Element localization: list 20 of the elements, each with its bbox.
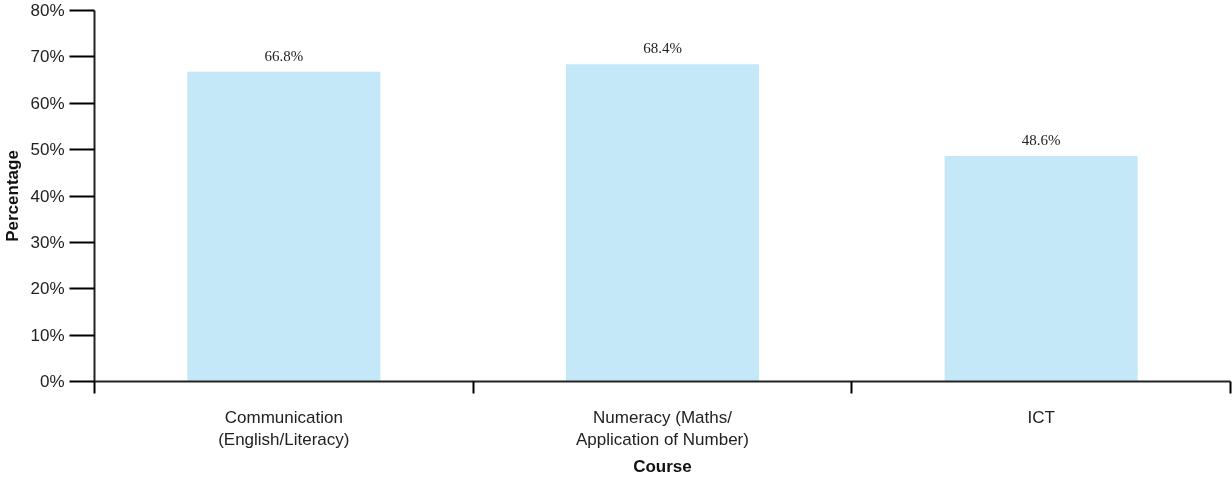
y-tick-label: 80%	[30, 1, 65, 20]
data-label: 66.8%	[264, 47, 304, 64]
y-tick-label: 0%	[39, 372, 65, 391]
data-label: 68.4%	[643, 40, 682, 57]
x-axis-title: Course	[633, 457, 692, 477]
x-tick-label: Communication (English/Literacy)	[218, 407, 350, 450]
bar	[565, 64, 760, 382]
x-tick-label: ICT	[1027, 407, 1055, 427]
y-tick-label: 70%	[30, 47, 65, 67]
y-tick-label: 50%	[30, 140, 65, 160]
y-tick-label: 30%	[30, 232, 65, 252]
bar	[944, 156, 1138, 382]
y-tick-label: 60%	[30, 93, 65, 113]
bar	[187, 71, 381, 382]
x-tick-label: Numeracy (Maths/ Application of Number)	[576, 407, 749, 450]
y-tick-label: 40%	[30, 186, 65, 206]
y-axis-title: Percentage	[3, 150, 23, 242]
data-label: 48.6%	[1021, 132, 1061, 149]
y-tick-label: 20%	[30, 279, 65, 299]
y-tick-label: 10%	[30, 325, 65, 345]
